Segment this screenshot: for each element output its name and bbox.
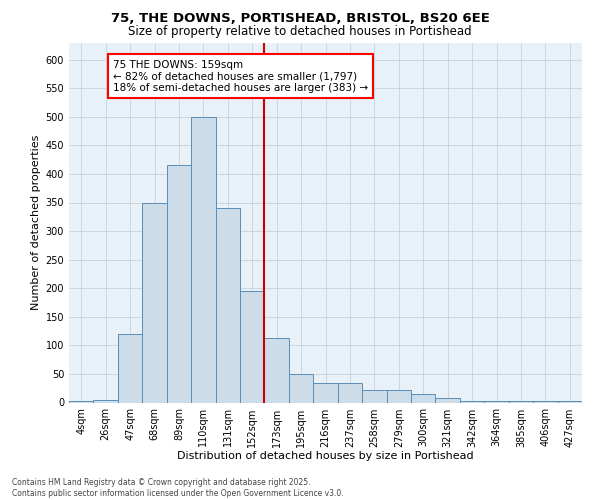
X-axis label: Distribution of detached houses by size in Portishead: Distribution of detached houses by size … (177, 451, 474, 461)
Bar (338, 382, 362, 402)
Bar (411, 394, 436, 402)
Bar (69, 401, 94, 402)
Bar (142, 202, 167, 402)
Bar (191, 117, 215, 403)
Bar (557, 401, 582, 402)
Y-axis label: Number of detached properties: Number of detached properties (31, 135, 41, 310)
Bar (118, 334, 142, 402)
Bar (362, 390, 386, 402)
Bar (240, 291, 265, 403)
Bar (386, 390, 411, 402)
Bar (313, 382, 338, 402)
Bar (533, 401, 557, 402)
Text: 75 THE DOWNS: 159sqm
← 82% of detached houses are smaller (1,797)
18% of semi-de: 75 THE DOWNS: 159sqm ← 82% of detached h… (113, 60, 368, 93)
Text: Size of property relative to detached houses in Portishead: Size of property relative to detached ho… (128, 25, 472, 38)
Bar (215, 208, 240, 402)
Bar (289, 374, 313, 402)
Bar (94, 400, 118, 402)
Bar (167, 166, 191, 402)
Bar (436, 398, 460, 402)
Text: Contains HM Land Registry data © Crown copyright and database right 2025.
Contai: Contains HM Land Registry data © Crown c… (12, 478, 344, 498)
Bar (265, 338, 289, 402)
Text: 75, THE DOWNS, PORTISHEAD, BRISTOL, BS20 6EE: 75, THE DOWNS, PORTISHEAD, BRISTOL, BS20… (110, 12, 490, 26)
